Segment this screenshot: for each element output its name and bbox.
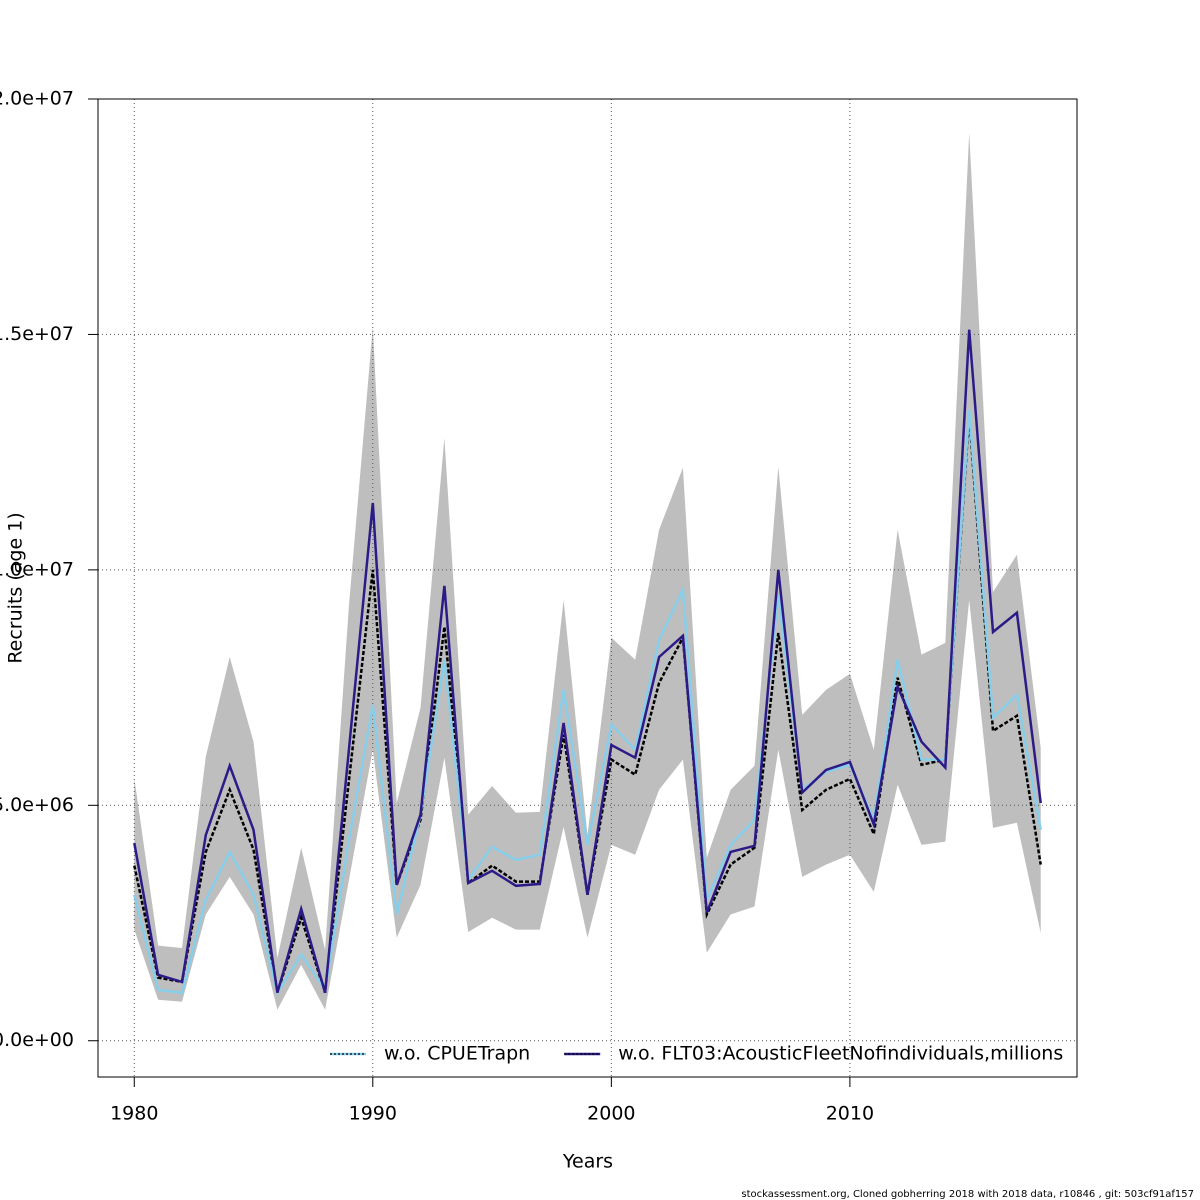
y-axis-label: Recruits (age 1) [5,512,27,663]
x-axis-label: Years [562,1151,613,1173]
y-tick-label: 2.0e+07 [0,88,74,110]
x-tick-label: 1990 [349,1103,397,1125]
confidence-band [134,132,1041,1010]
x-tick-label: 2000 [587,1103,635,1125]
series-line [133,409,1042,996]
plot-frame [97,98,1078,1078]
y-tick-label: 0.0e+00 [0,1029,74,1051]
x-tick-label: 1980 [110,1103,158,1125]
y-tick-label: 1.5e+07 [0,323,74,345]
x-tick-label: 2010 [826,1103,874,1125]
y-tick-label: 1.0e+07 [0,558,74,580]
legend-label: w.o. CPUETrapn [384,1043,530,1065]
series-line [133,329,1042,994]
y-tick-label: 5.0e+06 [0,794,74,816]
legend-label: w.o. FLT03:AcousticFleetNofindividuals,m… [618,1043,1063,1065]
footer: stockassessment.org, Cloned gobherring 2… [741,1189,1194,1200]
